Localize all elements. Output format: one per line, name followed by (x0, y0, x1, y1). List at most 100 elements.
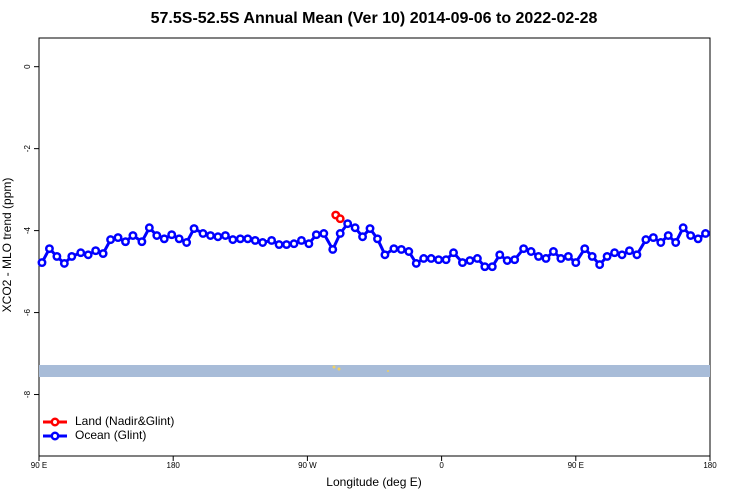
x-tick-label: 90 E (31, 461, 47, 470)
data-point (701, 229, 710, 238)
data-point (289, 239, 299, 249)
data-point (587, 251, 597, 261)
map-dot (337, 367, 341, 371)
data-point (548, 247, 558, 256)
data-point (121, 237, 130, 247)
data-point (449, 248, 458, 258)
x-tick-label: 0 (439, 461, 444, 470)
data-point (335, 229, 345, 238)
data-point (350, 223, 360, 233)
data-point (319, 229, 329, 238)
data-point (625, 246, 634, 256)
data-point (563, 251, 573, 261)
data-point (396, 245, 406, 254)
data-point (541, 254, 551, 263)
data-point (534, 251, 543, 261)
data-point (648, 233, 658, 243)
data-point (365, 224, 375, 234)
x-tick-label: 180 (703, 461, 717, 470)
series-line (40, 221, 707, 269)
y-tick-label: -2 (23, 145, 32, 153)
data-point (419, 254, 429, 263)
plot-frame (38, 37, 711, 457)
data-point (495, 250, 505, 260)
data-point (311, 230, 321, 240)
x-axis-label: Longitude (deg E) (326, 475, 421, 489)
data-point (250, 235, 260, 245)
data-point (434, 255, 444, 265)
data-point (602, 251, 612, 261)
data-point (174, 234, 184, 244)
data-point (235, 234, 245, 244)
data-point (106, 235, 116, 245)
data-point (656, 238, 666, 247)
data-point (213, 232, 223, 242)
data-point (441, 255, 451, 265)
data-point (159, 234, 169, 244)
y-tick-label: -6 (23, 308, 32, 316)
data-point (404, 247, 414, 256)
data-point (76, 248, 86, 258)
data-point (426, 254, 436, 263)
map-dot (387, 370, 389, 372)
data-point (678, 223, 688, 233)
data-point (519, 244, 529, 254)
data-point (113, 233, 123, 243)
data-point (67, 251, 77, 261)
data-point (228, 235, 238, 245)
legend-label: Ocean (Glint) (75, 428, 146, 442)
data-point (358, 232, 368, 242)
x-tick-label: 90 W (298, 461, 317, 470)
data-point (198, 229, 208, 238)
data-point (693, 234, 703, 244)
data-point (595, 260, 605, 270)
data-point (610, 248, 620, 258)
x-tick-label: 180 (167, 461, 181, 470)
data-point (465, 256, 475, 265)
legend-marker (50, 431, 60, 441)
data-point (411, 258, 421, 268)
data-point (137, 237, 147, 247)
data-point (220, 231, 230, 240)
data-point (91, 246, 101, 256)
y-tick-label: -8 (23, 390, 32, 398)
data-point (296, 235, 306, 245)
data-point (328, 245, 338, 254)
data-point (335, 214, 345, 224)
data-point (52, 251, 62, 261)
y-tick-label: 0 (23, 64, 32, 69)
data-point (663, 231, 673, 240)
data-point (617, 250, 627, 260)
data-point (44, 244, 54, 254)
data-point (304, 239, 314, 249)
data-point (671, 238, 681, 247)
data-point (632, 250, 642, 260)
data-point (282, 240, 291, 249)
data-point (686, 231, 696, 240)
data-point (380, 250, 390, 260)
data-point (510, 255, 520, 265)
data-point (98, 249, 108, 259)
data-point (59, 258, 69, 268)
data-point (487, 262, 497, 272)
data-point (37, 258, 47, 268)
data-point (472, 254, 482, 263)
data-point (343, 219, 353, 229)
legend-label: Land (Nadir&Glint) (75, 414, 174, 428)
data-point (167, 230, 177, 240)
map-dot (332, 365, 336, 369)
y-tick-label: -4 (23, 227, 32, 235)
data-point (389, 244, 399, 254)
data-point (258, 238, 268, 247)
map-strip (39, 365, 710, 377)
data-point (526, 247, 536, 256)
data-point (480, 262, 490, 272)
data-point (641, 235, 651, 245)
data-point (152, 231, 162, 240)
legend-marker (50, 417, 60, 427)
data-point (458, 258, 467, 268)
chart-title: 57.5S-52.5S Annual Mean (Ver 10) 2014-09… (151, 10, 598, 27)
data-point (556, 254, 566, 263)
data-point (571, 258, 581, 268)
data-point (206, 231, 215, 240)
